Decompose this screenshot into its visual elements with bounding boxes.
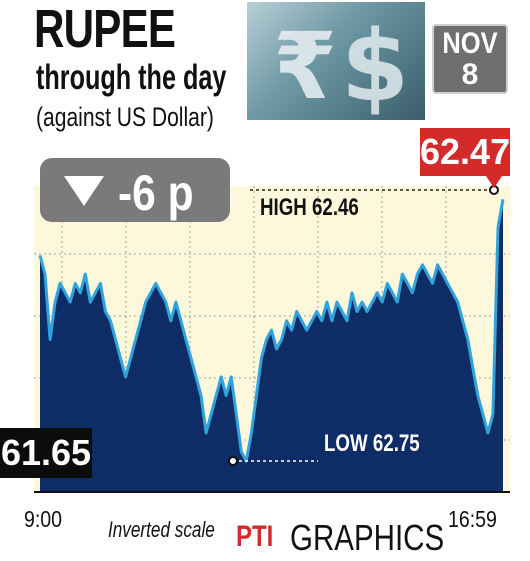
pti-logo: PTI [236, 520, 274, 553]
inverted-scale-note: Inverted scale [108, 517, 215, 542]
svg-text:$: $ [341, 10, 409, 120]
change-value: -6 p [118, 165, 194, 221]
chart-subtitle: through the day [36, 58, 227, 97]
chart-title: RUPEE [34, 0, 176, 59]
currency-symbols-image: ₹ $ [247, 2, 425, 120]
end-value-label: 62.47 [420, 128, 510, 188]
rupee-dollar-symbols-icon: ₹ $ [273, 10, 409, 120]
low-annotation: LOW 62.75 [324, 430, 420, 457]
series-area [40, 199, 503, 493]
date-month: NOV [442, 27, 498, 60]
date-day: 8 [461, 58, 479, 91]
x-tick-end: 16:59 [448, 506, 497, 532]
chart-subtitle-currency: (against US Dollar) [36, 102, 214, 132]
high-annotation: HIGH 62.46 [260, 194, 359, 221]
down-triangle-icon [64, 176, 104, 206]
change-badge: -6 p [40, 158, 230, 222]
credit-text: GRAPHICS [290, 517, 445, 558]
low-marker [228, 456, 238, 466]
start-value-label: 61.65 [0, 428, 92, 478]
x-tick-start: 9:00 [24, 506, 63, 532]
svg-text:₹: ₹ [273, 13, 337, 120]
series-line [38, 199, 505, 463]
date-badge: NOV 8 [432, 24, 508, 94]
